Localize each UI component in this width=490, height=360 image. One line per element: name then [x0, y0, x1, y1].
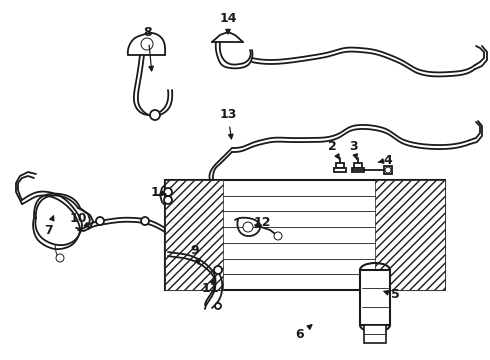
Bar [165, 180, 445, 290]
Bar [352, 168, 364, 172]
Text: 8: 8 [144, 27, 153, 71]
Circle shape [243, 222, 253, 232]
Text: 1: 1 [150, 185, 166, 198]
Text: 7: 7 [44, 216, 54, 237]
Text: 5: 5 [384, 288, 399, 302]
Circle shape [385, 167, 391, 173]
Text: 4: 4 [378, 153, 392, 166]
Circle shape [56, 254, 64, 262]
Bar [336, 163, 344, 168]
Circle shape [141, 217, 149, 225]
Circle shape [96, 217, 104, 225]
Circle shape [164, 196, 172, 204]
Circle shape [214, 266, 222, 274]
Circle shape [215, 303, 221, 309]
Bar [360, 270, 390, 325]
Circle shape [141, 38, 153, 50]
Bar [375, 180, 445, 290]
Text: 12: 12 [253, 216, 271, 229]
Text: 10: 10 [69, 211, 89, 228]
Text: 14: 14 [219, 12, 237, 34]
Text: 3: 3 [349, 140, 357, 159]
Text: 13: 13 [220, 108, 237, 139]
Bar [384, 166, 392, 174]
Text: 2: 2 [328, 140, 340, 159]
Circle shape [274, 232, 282, 240]
Text: 11: 11 [201, 279, 219, 294]
Bar [364, 325, 386, 343]
Circle shape [164, 188, 172, 196]
Text: 6: 6 [295, 325, 312, 342]
Bar [165, 180, 223, 290]
Bar [334, 168, 346, 172]
Circle shape [150, 110, 160, 120]
Bar [354, 163, 362, 168]
Text: 9: 9 [191, 243, 200, 264]
